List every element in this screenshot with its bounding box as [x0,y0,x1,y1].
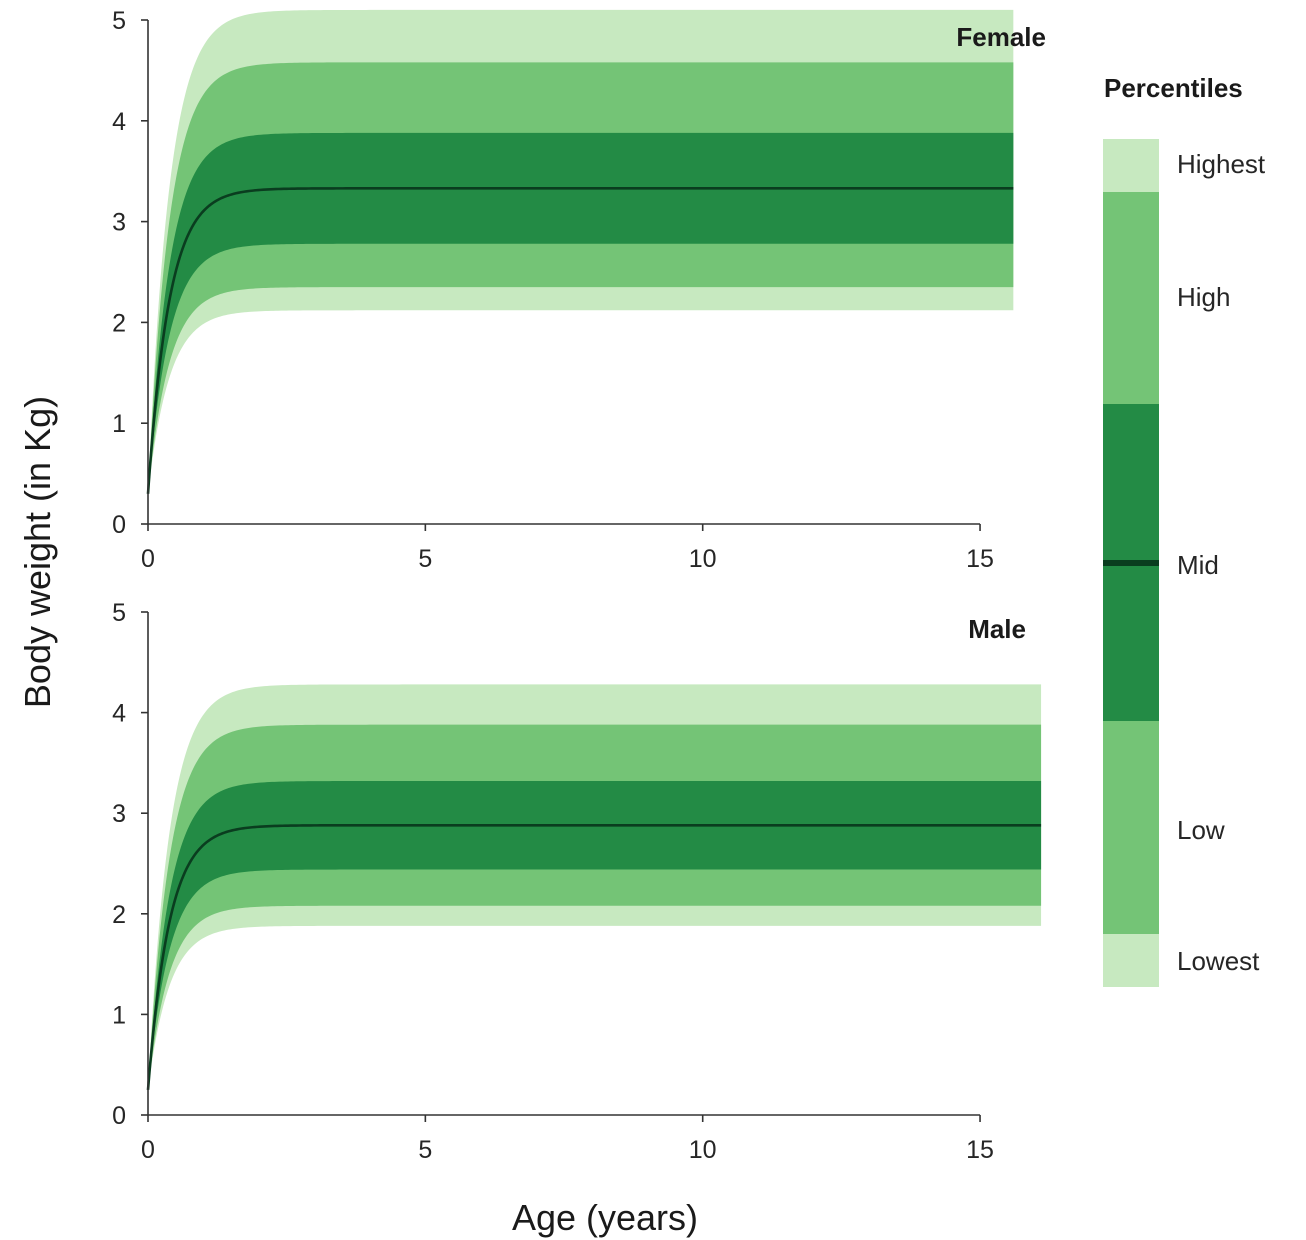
female-y-tick-label: 5 [112,7,126,35]
legend-label-lowest: Lowest [1177,946,1260,976]
male-y-tick-label: 0 [112,1102,126,1130]
percentiles-legend: Percentiles Highest High Mid Low Lowest [1103,73,1266,987]
legend-swatch-mid-lower [1103,562,1159,721]
male-x-tick-label: 15 [966,1136,994,1164]
legend-label-highest: Highest [1177,149,1266,179]
female-y-tick-label: 2 [112,309,126,337]
panel-male: 0 5 10 15 0 1 2 3 4 5 Male [112,599,1042,1164]
female-median-line [146,187,1014,494]
male-panel-label: Male [968,614,1026,644]
male-y-tick-label: 1 [112,1001,126,1029]
male-x-tick-label: 5 [418,1136,432,1164]
legend-swatch-low [1103,721,1159,934]
female-panel-label: Female [956,22,1046,52]
male-y-tick-label: 4 [112,700,126,728]
panel-female: 0 5 10 15 0 1 2 3 4 5 Female [112,7,1046,573]
female-y-tick-label: 0 [112,511,126,539]
male-y-tick-label: 2 [112,901,126,929]
female-core-band [148,132,1014,494]
female-y-tick-label: 1 [112,410,126,438]
female-x-tick-label: 0 [141,545,155,573]
male-median-line [146,823,1042,1090]
female-y-tick-label: 4 [112,108,126,136]
female-y-tick-label: 3 [112,209,126,237]
female-x-tick-label: 5 [418,545,432,573]
female-x-tick-label: 15 [966,545,994,573]
y-axis-title: Body weight (in Kg) [17,396,58,708]
x-axis-title: Age (years) [512,1197,698,1238]
legend-swatch-highest [1103,139,1159,192]
male-core-band [148,781,1042,1090]
male-y-tick-label: 5 [112,599,126,627]
legend-label-mid: Mid [1177,550,1219,580]
legend-swatch-lowest [1103,934,1159,987]
legend-label-high: High [1177,282,1230,312]
male-y-tick-label: 3 [112,800,126,828]
legend-swatch-high [1103,192,1159,404]
legend-title: Percentiles [1104,73,1243,103]
male-x-tick-label: 0 [141,1136,155,1164]
female-inner-band [148,62,1014,494]
male-x-tick-label: 10 [689,1136,717,1164]
legend-label-low: Low [1177,815,1225,845]
female-x-tick-label: 10 [689,545,717,573]
legend-swatch-mid-upper [1103,404,1159,562]
